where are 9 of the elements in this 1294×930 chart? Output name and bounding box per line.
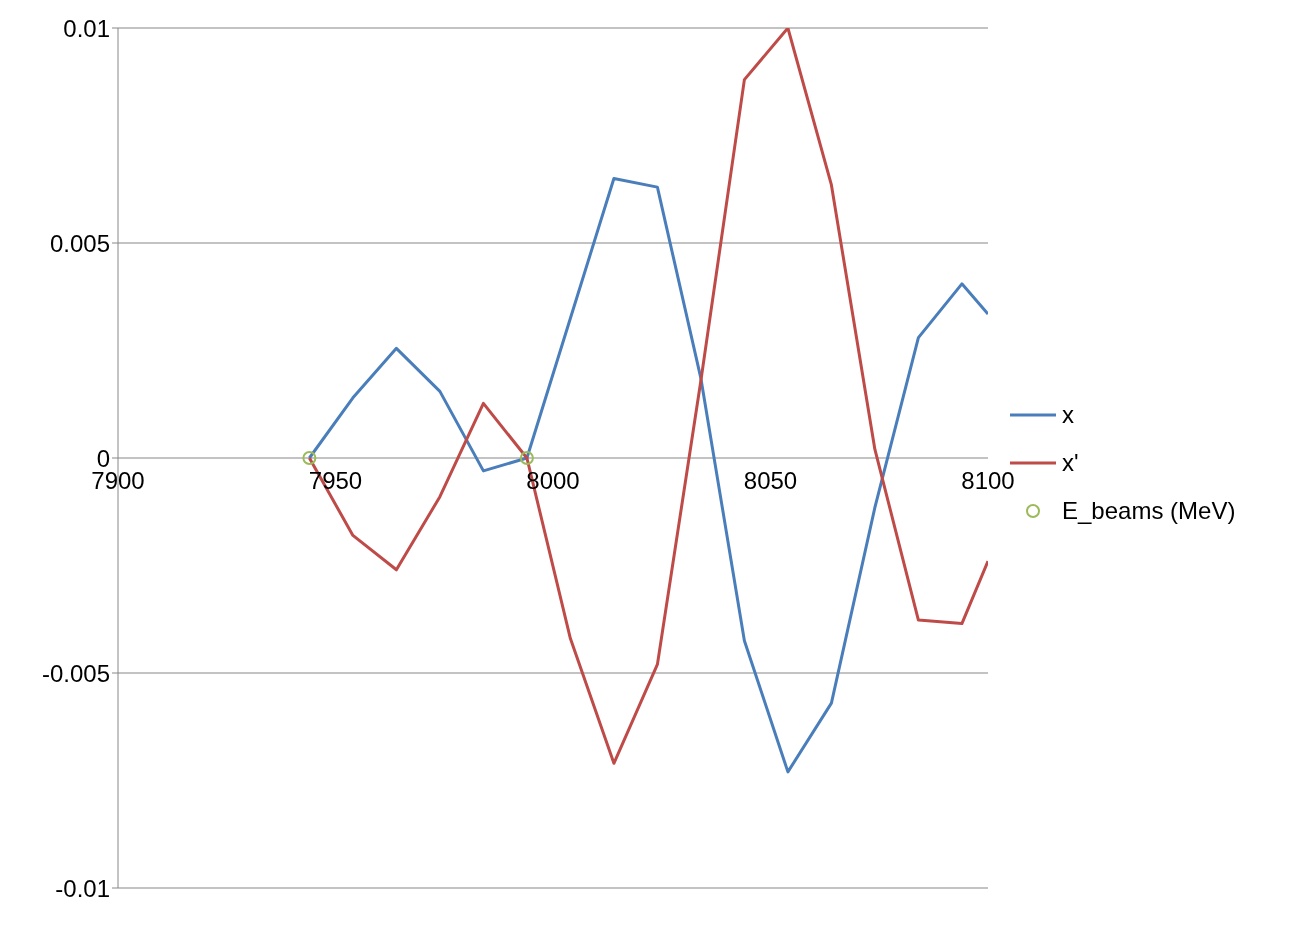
- y-tick-label: 0.01: [63, 14, 110, 42]
- legend-label: x': [1062, 449, 1079, 477]
- legend-label: E_beams (MeV): [1062, 497, 1236, 525]
- x-tick-label: 8100: [961, 467, 1015, 495]
- y-tick-label: 0.005: [49, 229, 110, 257]
- y-tick-label: -0.01: [55, 874, 110, 902]
- x-tick-label: 8050: [743, 467, 798, 495]
- legend-label: x: [1062, 401, 1074, 429]
- y-tick-label: -0.005: [41, 659, 110, 687]
